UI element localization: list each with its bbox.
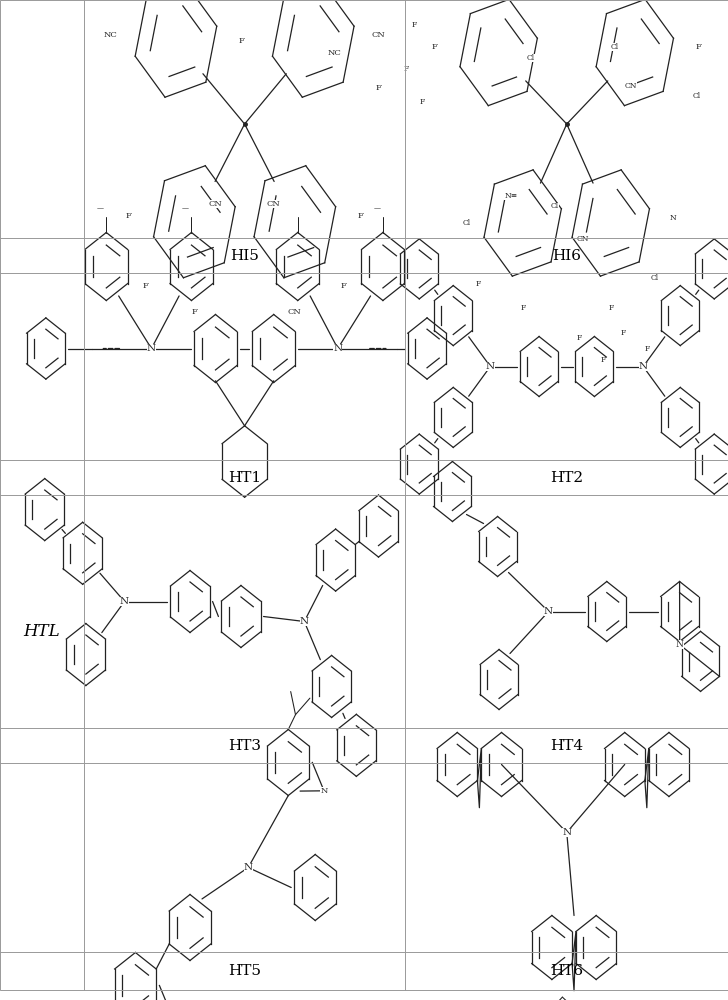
Text: CN: CN — [577, 235, 589, 243]
Text: CN: CN — [209, 200, 222, 208]
Text: N: N — [147, 344, 156, 353]
Text: CN: CN — [267, 200, 280, 208]
Text: HTL: HTL — [23, 623, 60, 640]
Text: —: — — [182, 205, 189, 213]
Text: F: F — [191, 308, 197, 316]
Text: F: F — [126, 212, 132, 220]
Text: N: N — [486, 362, 495, 371]
Text: N: N — [670, 214, 676, 222]
Text: HT4: HT4 — [550, 738, 583, 752]
Text: F: F — [404, 65, 409, 73]
Text: N: N — [320, 787, 328, 795]
Text: F: F — [239, 37, 245, 45]
Text: N: N — [638, 362, 648, 371]
Text: Cl: Cl — [651, 274, 659, 282]
Text: F: F — [576, 334, 582, 342]
Text: CN: CN — [372, 31, 386, 39]
Text: N: N — [244, 863, 253, 872]
Text: F: F — [644, 345, 649, 353]
Text: Cl: Cl — [611, 43, 619, 51]
Text: N: N — [333, 344, 342, 353]
Text: HT2: HT2 — [550, 471, 583, 485]
Text: F: F — [432, 43, 438, 51]
Text: F: F — [696, 43, 702, 51]
Text: F: F — [476, 279, 481, 288]
Text: HI5: HI5 — [230, 249, 259, 263]
Text: HT3: HT3 — [228, 738, 261, 752]
Text: HI6: HI6 — [553, 249, 581, 263]
Text: Cl: Cl — [550, 202, 559, 211]
Text: F: F — [694, 0, 700, 1]
Text: CN: CN — [288, 308, 301, 316]
Text: —: — — [97, 205, 103, 213]
Text: N: N — [562, 828, 571, 837]
Text: Cl: Cl — [693, 93, 701, 101]
Text: F: F — [412, 21, 417, 29]
Text: N≡: N≡ — [504, 192, 518, 200]
Text: F: F — [420, 98, 425, 106]
Text: Cl: Cl — [462, 219, 471, 227]
Text: N: N — [676, 640, 684, 649]
Text: N: N — [544, 607, 553, 616]
Text: HT6: HT6 — [550, 964, 583, 978]
Text: F: F — [357, 212, 363, 220]
Text: NC: NC — [328, 49, 341, 57]
Text: N: N — [300, 617, 309, 626]
Text: HT1: HT1 — [228, 471, 261, 485]
Text: F: F — [520, 304, 526, 312]
Text: HT5: HT5 — [228, 964, 261, 978]
Text: NC: NC — [103, 31, 117, 39]
Text: N: N — [120, 597, 129, 606]
Text: —: — — [373, 205, 380, 213]
Text: F: F — [608, 304, 614, 312]
Text: F: F — [376, 84, 381, 92]
Text: F: F — [600, 357, 606, 364]
Text: CN: CN — [625, 82, 637, 90]
Text: F: F — [143, 282, 149, 290]
Text: F: F — [620, 329, 625, 337]
Text: F: F — [341, 282, 347, 290]
Text: Cl: Cl — [526, 54, 535, 62]
